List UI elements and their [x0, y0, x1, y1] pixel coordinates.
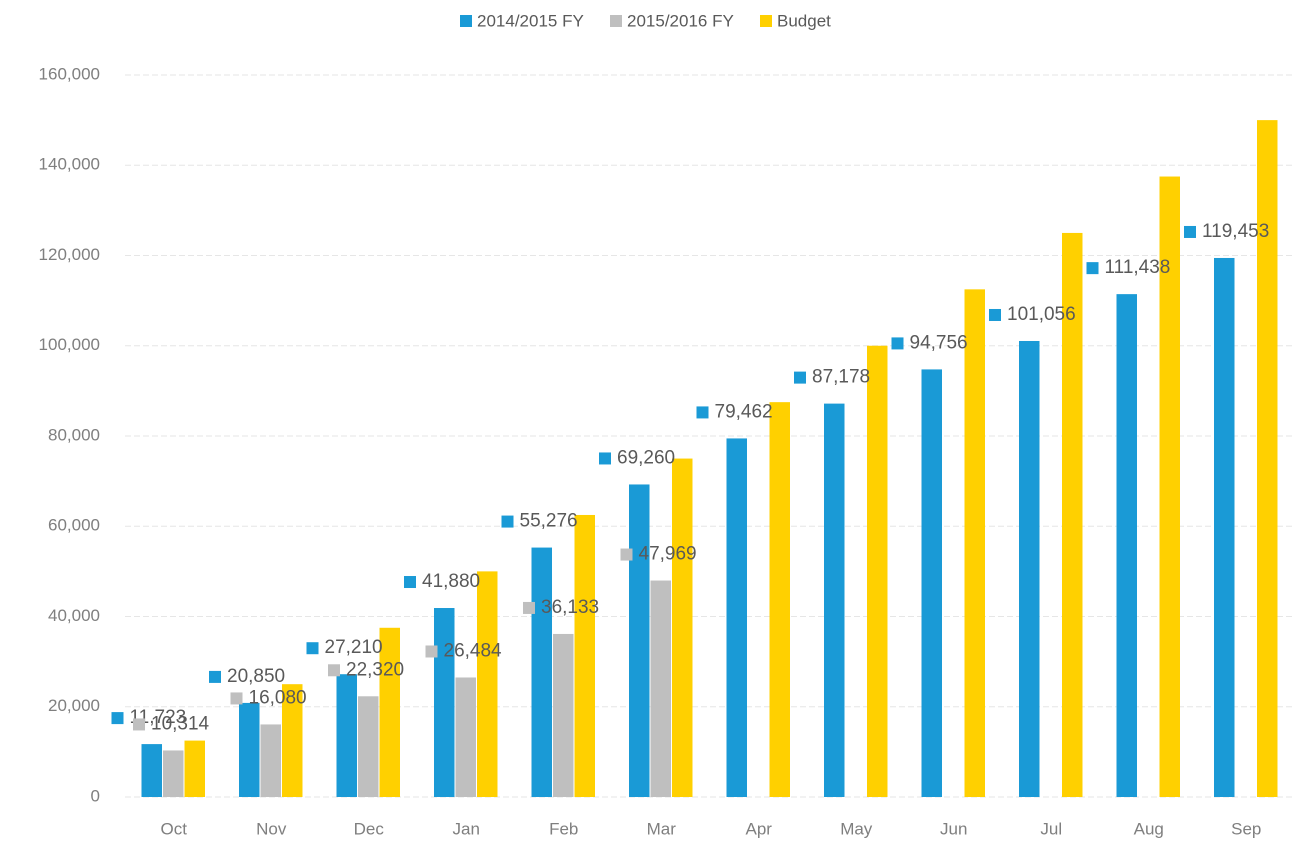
data-label: 79,462 — [715, 401, 773, 422]
y-tick-label: 120,000 — [39, 245, 100, 264]
data-label: 87,178 — [812, 367, 870, 388]
bar — [455, 677, 476, 797]
legend-swatch — [460, 15, 472, 27]
bar — [574, 514, 595, 797]
bar — [1257, 120, 1278, 797]
legend-swatch — [610, 15, 622, 27]
data-label: 69,260 — [617, 447, 675, 468]
x-tick-label: May — [840, 819, 873, 838]
data-label-marker — [133, 718, 145, 731]
bar — [726, 438, 747, 797]
y-tick-label: 0 — [91, 786, 100, 805]
x-tick-label: Mar — [647, 819, 677, 838]
data-label: 16,080 — [249, 687, 307, 708]
legend-swatch — [760, 15, 772, 27]
data-label-marker — [328, 664, 340, 677]
bar — [964, 289, 985, 797]
x-tick-label: Dec — [354, 819, 385, 838]
bar — [141, 744, 162, 797]
data-label-marker — [1086, 262, 1099, 275]
bar — [867, 345, 888, 797]
y-tick-label: 140,000 — [39, 155, 100, 174]
bar — [531, 547, 552, 797]
data-label: 101,056 — [1007, 304, 1076, 325]
data-label: 27,210 — [325, 637, 383, 658]
data-label: 22,320 — [346, 659, 404, 680]
data-label: 111,438 — [1105, 257, 1171, 278]
x-tick-label: Aug — [1134, 819, 1164, 838]
bar — [260, 724, 281, 797]
legend-label: 2015/2016 FY — [627, 11, 734, 30]
data-label: 55,276 — [520, 511, 578, 532]
y-tick-label: 60,000 — [48, 516, 100, 535]
data-label-marker — [989, 308, 1001, 321]
data-label-marker — [501, 515, 514, 528]
x-tick-label: Jun — [940, 819, 967, 838]
y-tick-label: 100,000 — [39, 335, 100, 354]
data-label-marker — [209, 670, 221, 683]
x-tick-label: Sep — [1231, 819, 1261, 838]
data-label-marker — [230, 692, 243, 705]
bar — [184, 740, 205, 797]
y-tick-label: 20,000 — [48, 696, 100, 715]
x-tick-label: Nov — [256, 819, 287, 838]
data-label-marker — [425, 645, 438, 658]
x-tick-label: Oct — [161, 819, 188, 838]
bar — [769, 402, 790, 797]
bar — [239, 702, 260, 797]
y-tick-label: 160,000 — [39, 64, 100, 83]
data-label-marker — [891, 337, 904, 350]
data-label: 119,453 — [1202, 221, 1269, 242]
data-label-marker — [794, 371, 806, 384]
data-label: 20,850 — [227, 666, 285, 687]
data-label: 36,133 — [541, 597, 599, 618]
bar — [434, 608, 455, 797]
legend-label: Budget — [777, 11, 831, 30]
data-label-marker — [523, 601, 535, 614]
bar — [477, 571, 498, 797]
bar — [1214, 257, 1235, 797]
x-tick-label: Jul — [1040, 819, 1062, 838]
legend-label: 2014/2015 FY — [477, 11, 584, 30]
bar — [650, 580, 671, 797]
y-tick-label: 80,000 — [48, 425, 100, 444]
y-tick-label: 40,000 — [48, 606, 100, 625]
bar — [358, 696, 379, 797]
bar — [672, 458, 693, 797]
bar — [336, 674, 357, 797]
bar — [1159, 176, 1180, 797]
data-label: 10,314 — [151, 713, 210, 734]
x-tick-label: Jan — [453, 819, 480, 838]
bar — [163, 750, 184, 797]
data-label-marker — [1184, 225, 1196, 238]
data-label: 26,484 — [444, 641, 503, 662]
data-label-marker — [404, 576, 416, 589]
bar — [824, 403, 845, 797]
bar — [629, 484, 650, 797]
bar — [1062, 232, 1083, 797]
data-label-marker — [599, 452, 611, 465]
bar — [379, 627, 400, 797]
bar — [1019, 340, 1040, 797]
x-tick-label: Apr — [746, 819, 773, 838]
bar — [1116, 294, 1137, 797]
bar — [921, 369, 942, 797]
data-label: 94,756 — [910, 332, 968, 353]
bar — [282, 684, 303, 797]
data-label-marker — [696, 406, 709, 419]
bar — [553, 633, 574, 797]
data-label-marker — [306, 642, 319, 655]
data-label: 47,969 — [639, 544, 697, 565]
data-label-marker — [620, 548, 633, 561]
data-label: 41,880 — [422, 571, 480, 592]
data-label-marker — [111, 712, 124, 725]
x-tick-label: Feb — [549, 819, 578, 838]
